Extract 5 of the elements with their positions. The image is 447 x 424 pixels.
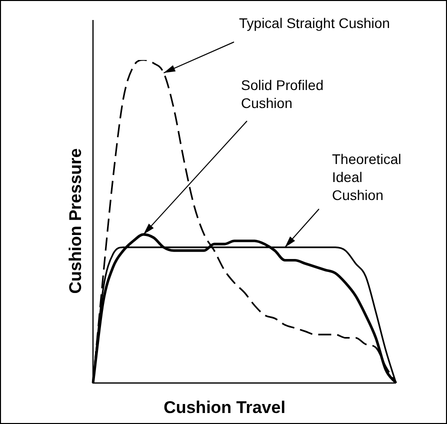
- text: Theoretical Ideal Cushion: [332, 150, 402, 203]
- text: Solid Profiled Cushion: [241, 76, 324, 111]
- x-axis-title: Cushion Travel: [164, 398, 286, 417]
- y-axis-title: Cushion Pressure: [66, 148, 85, 294]
- text: Typical Straight Cushion: [239, 14, 390, 31]
